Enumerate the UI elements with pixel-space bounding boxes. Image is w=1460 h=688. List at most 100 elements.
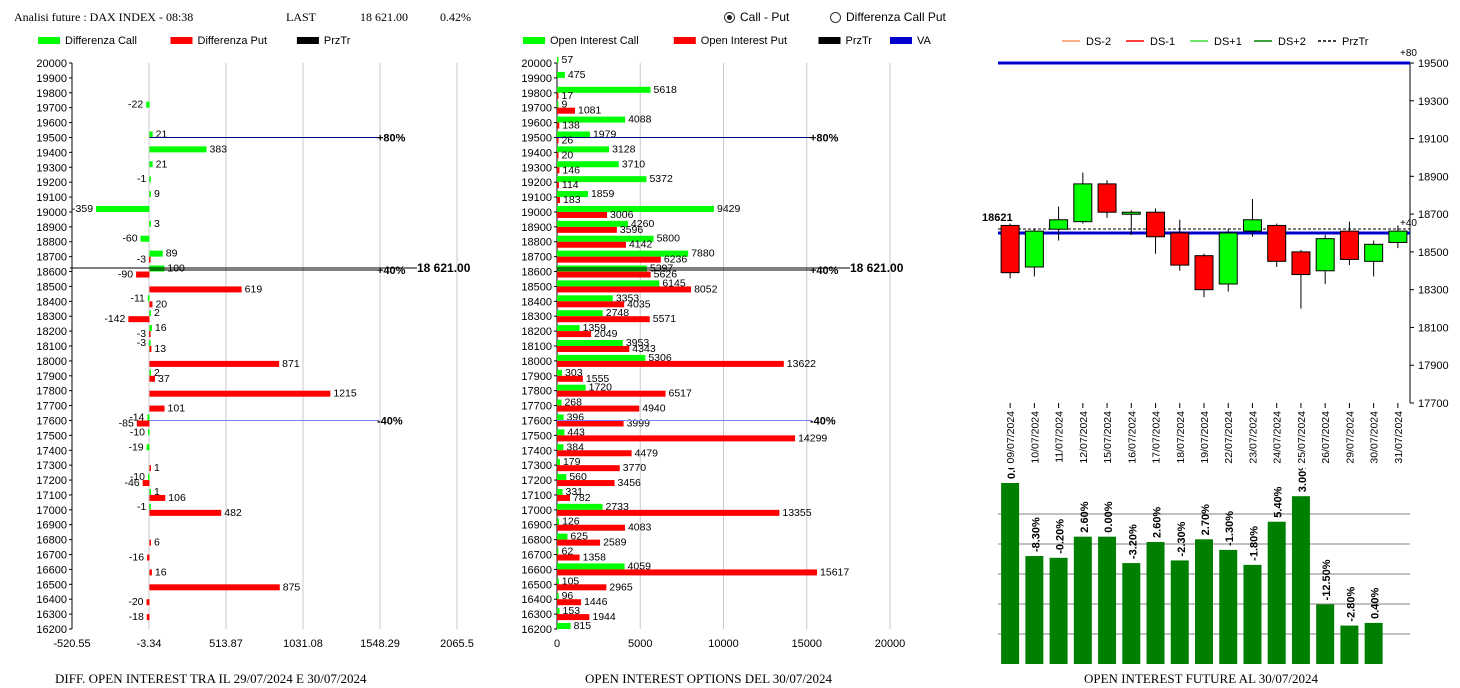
bar xyxy=(1170,560,1189,664)
data-label: 3999 xyxy=(627,417,651,429)
y-tick-label: 19000 xyxy=(36,207,67,219)
data-label: 2589 xyxy=(603,537,627,549)
bar xyxy=(149,256,151,263)
legend-swatch xyxy=(890,37,912,44)
x-tick-label: 2065.5 xyxy=(440,638,474,650)
bar xyxy=(557,256,661,263)
data-label: 4940 xyxy=(642,403,666,415)
bar xyxy=(557,593,559,600)
bar xyxy=(149,340,151,346)
bar xyxy=(1219,549,1238,664)
data-label: 2.60% xyxy=(1152,507,1164,538)
bar xyxy=(557,539,601,546)
data-label: 183 xyxy=(563,194,581,206)
data-label: 782 xyxy=(573,492,591,504)
data-label: -142 xyxy=(104,313,125,325)
x-tick-label: 1031.08 xyxy=(283,638,323,650)
data-label: 7880 xyxy=(691,248,715,260)
bar xyxy=(557,286,692,293)
radio-diff-call-put[interactable]: Differenza Call Put xyxy=(830,10,946,24)
data-label: 475 xyxy=(568,69,586,81)
y-tick-label: 18800 xyxy=(521,237,552,249)
bar xyxy=(557,310,603,317)
radio-unselected-icon[interactable] xyxy=(830,11,841,23)
data-label: -1 xyxy=(137,501,146,513)
candle-body xyxy=(1049,219,1069,230)
x-tick-label: 0 xyxy=(554,638,560,650)
bar xyxy=(146,101,150,108)
bar xyxy=(557,346,630,352)
y-tick-label: 19500 xyxy=(36,132,67,144)
bar xyxy=(149,360,280,367)
y-tick-label: 16400 xyxy=(36,594,67,606)
y-tick-label: 18500 xyxy=(1418,247,1449,259)
data-label: 5618 xyxy=(654,84,678,96)
x-tick-label: 11/07/2024 xyxy=(1054,411,1066,463)
radio-selected-icon[interactable] xyxy=(724,11,735,23)
data-label: 126 xyxy=(562,516,580,528)
legend-swatch xyxy=(38,37,60,44)
data-label: 15617 xyxy=(820,566,849,578)
legend-label: DS+2 xyxy=(1278,36,1306,48)
candle-body xyxy=(1242,219,1262,232)
bar xyxy=(557,182,559,189)
bar xyxy=(557,131,590,138)
level-label: -40% xyxy=(810,415,836,427)
bar xyxy=(149,539,151,546)
bar xyxy=(557,474,567,481)
bar xyxy=(557,340,623,346)
bar xyxy=(557,101,559,108)
data-label: 138 xyxy=(562,120,580,132)
bar xyxy=(557,563,625,570)
bar xyxy=(557,488,563,495)
bar xyxy=(1049,557,1068,664)
bar xyxy=(557,465,620,472)
bar xyxy=(557,295,613,302)
radio-call-put[interactable]: Call - Put xyxy=(724,10,789,24)
y-tick-label: 18700 xyxy=(1418,209,1449,221)
candle-body xyxy=(1218,232,1238,285)
data-label: 3596 xyxy=(620,224,644,236)
data-label: -18 xyxy=(129,611,144,623)
data-label: 26 xyxy=(562,134,574,146)
bar xyxy=(136,420,150,427)
change-percent: 0.42% xyxy=(440,10,471,24)
y-tick-label: 18300 xyxy=(1418,285,1449,297)
x-tick-label: 29/07/2024 xyxy=(1344,411,1356,464)
y-tick-label: 17300 xyxy=(36,460,67,472)
data-label: -1.30% xyxy=(1224,511,1236,546)
data-label: 0.00% xyxy=(1006,468,1018,479)
bar xyxy=(148,429,150,436)
data-label: 16 xyxy=(155,322,167,334)
data-label: 9 xyxy=(154,188,160,200)
bar xyxy=(557,420,624,427)
bar xyxy=(149,176,151,183)
bar xyxy=(557,271,651,278)
data-label: 2 xyxy=(154,367,160,379)
y-tick-label: 17200 xyxy=(521,475,552,487)
y-tick-label: 16700 xyxy=(36,550,67,562)
data-label: 3770 xyxy=(623,462,647,474)
data-label: -16 xyxy=(129,552,144,564)
bar xyxy=(149,331,151,338)
bar xyxy=(149,310,151,317)
data-label: 146 xyxy=(562,164,580,176)
data-label: 4343 xyxy=(632,343,656,355)
bar xyxy=(557,533,568,540)
bar xyxy=(557,197,561,204)
data-label: -3.20% xyxy=(1127,524,1139,559)
price-label: 18621 xyxy=(982,212,1013,224)
bar xyxy=(557,122,560,129)
level-label: +80% xyxy=(377,132,406,144)
radio-call-put-label: Call - Put xyxy=(740,10,790,24)
x-tick-label: 30/07/2024 xyxy=(1369,411,1381,464)
y-tick-label: 19100 xyxy=(1418,134,1449,146)
y-tick-label: 16900 xyxy=(521,520,552,532)
data-label: 20 xyxy=(155,298,167,310)
x-tick-label: 10000 xyxy=(708,638,739,650)
y-tick-label: 19400 xyxy=(521,147,552,159)
x-tick-label: 12/07/2024 xyxy=(1078,411,1090,464)
candle-body xyxy=(1315,238,1335,272)
bar xyxy=(557,116,626,123)
data-label: 482 xyxy=(224,507,242,519)
